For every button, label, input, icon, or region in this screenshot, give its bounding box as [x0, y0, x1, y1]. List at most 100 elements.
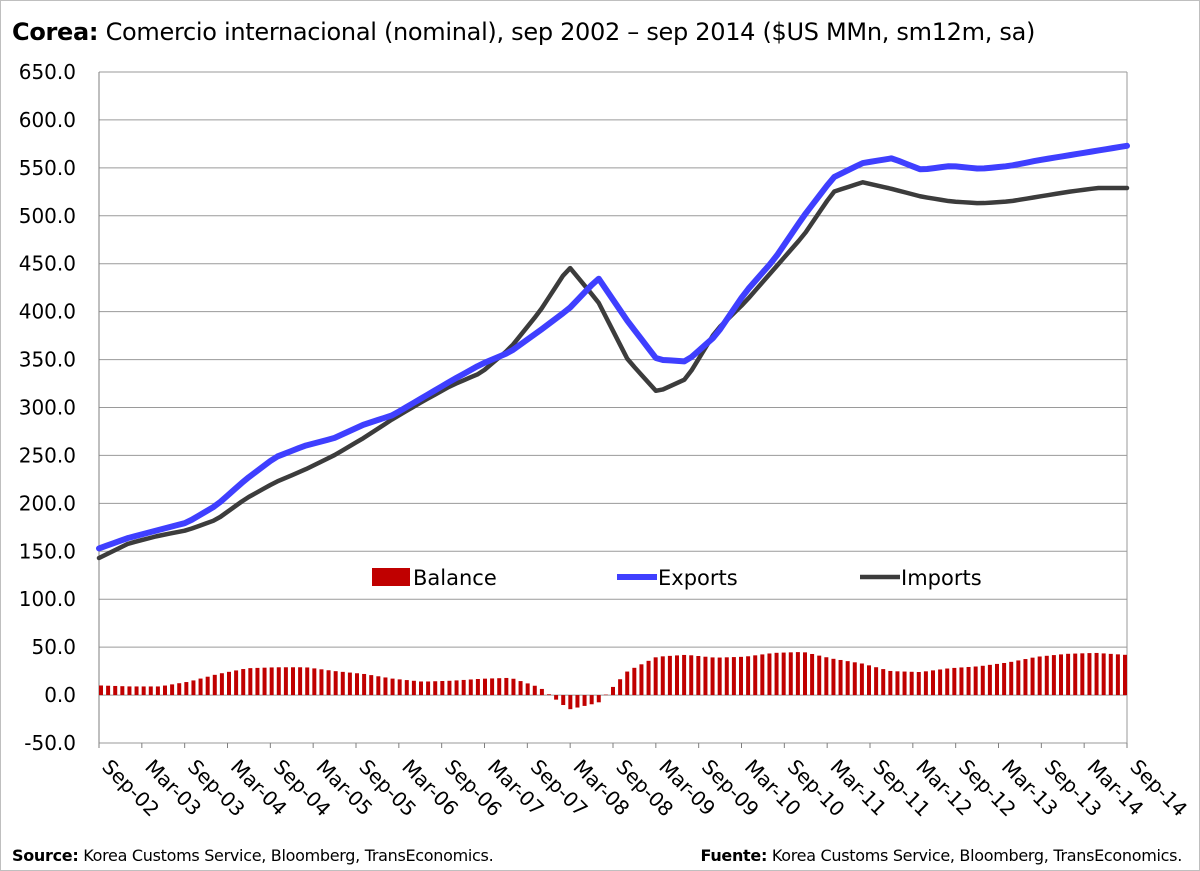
fuente-label: Fuente:	[700, 846, 768, 865]
balance-bar	[731, 657, 736, 696]
balance-bar	[1037, 656, 1042, 696]
balance-bar	[923, 671, 928, 696]
balance-bar	[845, 661, 850, 696]
balance-bar	[461, 679, 466, 696]
balance-bar	[1030, 657, 1035, 696]
balance-bar	[746, 656, 751, 696]
fuente-note: Fuente: Korea Customs Service, Bloomberg…	[700, 846, 1182, 865]
balance-bar	[1087, 653, 1092, 696]
legend-label-exports: Exports	[658, 566, 738, 590]
balance-bar	[141, 686, 146, 696]
y-axis-ticks: 650.0 600.0 550.0 500.0 450.0 400.0 350.0 300.0…	[19, 60, 76, 755]
balance-bar	[966, 666, 971, 696]
balance-bar	[283, 667, 288, 696]
balance-bar	[1094, 652, 1099, 696]
y-tick-label: 0.0	[44, 683, 76, 707]
balance-bar	[753, 655, 758, 696]
balance-bar	[468, 679, 473, 696]
balance-bar	[810, 653, 815, 696]
balance-bar	[781, 652, 786, 696]
balance-bar	[454, 680, 459, 696]
balance-bar	[312, 668, 317, 696]
balance-bar	[532, 685, 537, 696]
y-tick-label: 400.0	[19, 300, 76, 324]
y-tick-label: 50.0	[31, 635, 76, 659]
balance-bar	[255, 667, 260, 696]
balance-bar	[881, 669, 886, 696]
balance-bar	[134, 686, 139, 696]
balance-bar	[419, 681, 423, 696]
balance-bar	[383, 677, 388, 696]
balance-bar	[106, 685, 111, 696]
balance-bar	[390, 678, 395, 696]
balance-bar	[561, 695, 566, 706]
source-text: Korea Customs Service, Bloomberg, TransE…	[83, 846, 494, 865]
y-tick-label: 550.0	[19, 156, 76, 180]
balance-bar	[973, 666, 978, 696]
balance-bar	[682, 654, 687, 696]
balance-bar	[426, 681, 431, 696]
balance-bar	[867, 665, 871, 696]
balance-bar	[490, 678, 495, 696]
balance-bar	[945, 668, 950, 696]
balance-bar	[874, 667, 879, 696]
balance-bar	[1051, 655, 1056, 696]
imports-line	[96, 180, 1130, 561]
balance-bar	[703, 656, 708, 696]
balance-bar	[113, 685, 118, 696]
balance-bars	[99, 652, 1127, 710]
balance-bar	[1002, 662, 1007, 696]
y-tick-label: 350.0	[19, 348, 76, 372]
balance-bar	[1080, 653, 1085, 696]
balance-bar	[1009, 661, 1014, 696]
legend-label-balance: Balance	[413, 566, 497, 590]
balance-bar	[774, 652, 779, 696]
balance-bar	[568, 695, 573, 710]
balance-bar	[234, 670, 239, 696]
balance-bar	[184, 682, 189, 696]
balance-bar	[411, 680, 416, 696]
balance-bar	[326, 670, 331, 696]
gridlines	[98, 71, 1128, 744]
legend: Balance Exports Imports	[372, 566, 982, 590]
balance-bar	[525, 683, 530, 696]
y-tick-label: 250.0	[19, 443, 76, 467]
balance-bar	[212, 674, 217, 696]
balance-bar	[980, 665, 985, 696]
balance-bar	[852, 662, 857, 696]
chart-title: Corea: Comercio internacional (nominal),…	[12, 18, 1035, 46]
balance-bar	[931, 670, 935, 696]
balance-bar	[191, 680, 196, 696]
balance-bar	[433, 681, 438, 696]
balance-bar	[518, 681, 523, 696]
balance-bar	[376, 676, 381, 696]
balance-bar	[1108, 653, 1113, 696]
balance-bar	[440, 681, 445, 696]
balance-bar	[575, 695, 580, 708]
balance-bar	[483, 678, 487, 696]
balance-bar	[632, 667, 637, 696]
balance-bar	[618, 679, 623, 696]
balance-bar	[504, 677, 509, 696]
balance-bar	[340, 671, 345, 696]
balance-bar	[653, 657, 658, 696]
balance-bar	[1044, 655, 1049, 696]
balance-bar	[1123, 654, 1127, 696]
balance-bar	[262, 667, 267, 696]
balance-bar	[369, 675, 374, 696]
balance-bar	[760, 654, 765, 696]
balance-bar	[404, 680, 409, 696]
balance-bar	[909, 671, 914, 696]
balance-bar	[355, 673, 359, 696]
balance-bar	[952, 667, 957, 696]
source-label: Source:	[12, 846, 79, 865]
source-note: Source: Korea Customs Service, Bloomberg…	[12, 846, 494, 865]
balance-bar	[1101, 653, 1106, 696]
title-subtitle: Comercio internacional (nominal), sep 20…	[105, 18, 1036, 46]
balance-bar	[333, 671, 338, 696]
balance-bar	[717, 657, 722, 696]
legend-swatch-balance	[372, 568, 410, 586]
balance-bar	[241, 669, 246, 696]
